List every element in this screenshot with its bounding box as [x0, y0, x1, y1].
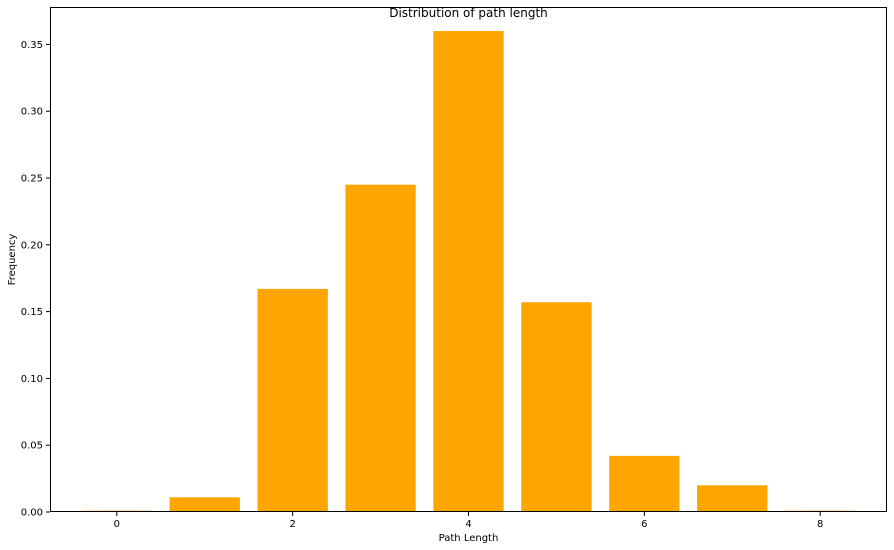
y-tick-label: 0.25 — [21, 174, 43, 185]
y-tick-label: 0.05 — [21, 441, 43, 452]
y-tick-label: 0.00 — [21, 508, 43, 519]
y-tick-label: 0.15 — [21, 307, 43, 318]
bar — [257, 288, 328, 512]
bar — [345, 184, 416, 512]
y-tick-label: 0.20 — [21, 240, 43, 251]
bar — [697, 485, 768, 512]
chart-title: Distribution of path length — [389, 6, 548, 20]
bar — [521, 302, 592, 512]
x-tick-label: 0 — [114, 519, 120, 530]
y-tick-label: 0.35 — [21, 40, 43, 51]
x-tick-label: 6 — [641, 519, 647, 530]
x-tick-label: 4 — [465, 519, 471, 530]
bar — [169, 497, 240, 512]
bar — [433, 31, 504, 513]
y-tick-label: 0.10 — [21, 374, 43, 385]
y-axis-label: Frequency — [7, 234, 18, 286]
x-tick-label: 8 — [817, 519, 823, 530]
x-axis-label: Path Length — [439, 533, 499, 544]
y-tick-label: 0.30 — [21, 107, 43, 118]
plot-frame — [50, 7, 887, 512]
plot-area: 0 2 4 6 8 0.00 0.05 0.10 0.15 0.20 0.25 0.30 0.35 — [21, 7, 887, 530]
bar — [609, 455, 680, 512]
x-tick-label: 2 — [289, 519, 295, 530]
